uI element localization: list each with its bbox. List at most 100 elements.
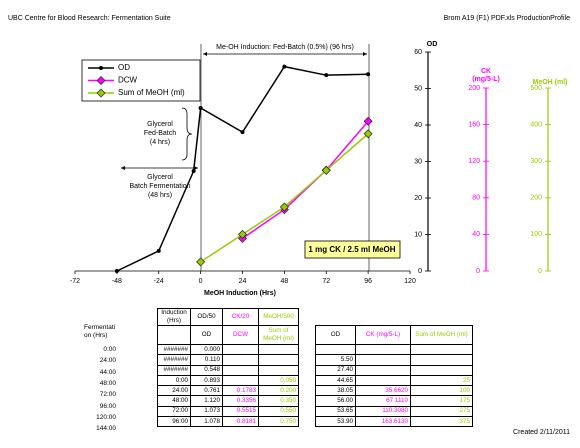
header-cell: Sum of MeOH (ml) <box>410 325 473 345</box>
data-row: ####### 0.110 <box>157 354 299 366</box>
data-cell <box>222 354 259 366</box>
batch-label: Batch Fermentation <box>129 183 190 190</box>
y-tick-label: 10 <box>414 231 422 238</box>
table-body: OD CK (mg/5-L) Sum of MeOH (ml) 5.50 27.40 44… <box>315 325 473 428</box>
x-tick-label: 96 <box>364 278 372 285</box>
data-cell: 0.550 <box>258 405 299 418</box>
data-cell: 110.3080 <box>355 405 411 418</box>
data-cell: 0.050 <box>258 374 299 387</box>
data-cell: 175 <box>410 395 473 407</box>
data-cell <box>222 364 259 376</box>
x-tick-label: -72 <box>70 278 80 285</box>
series-line <box>242 120 369 239</box>
data-cell: 0.750 <box>258 416 299 428</box>
fermentation-time: 0:00 <box>103 346 116 353</box>
data-row <box>315 343 473 356</box>
data-row: 53.65 110.3080 275 <box>315 405 473 418</box>
y3-tick-label: 500 <box>530 85 542 92</box>
data-row: 0:00 0.893 0.050 <box>157 374 299 387</box>
data-row: 56.00 67.1110 175 <box>315 395 473 407</box>
y2-tick-label: 80 <box>472 195 480 202</box>
data-cell: 0.893 <box>190 374 223 387</box>
x-tick-label: 24 <box>239 278 247 285</box>
fed-batch-brace <box>181 107 193 161</box>
point <box>324 73 329 78</box>
data-cell: 72:00 <box>157 405 191 418</box>
fermentation-time: 72:00 <box>99 391 116 399</box>
x-tick-label: -24 <box>154 278 164 285</box>
data-cell: 0.000 <box>190 343 223 356</box>
y2-tick-label: 120 <box>468 158 480 165</box>
data-cell: 5.50 <box>315 354 356 366</box>
point <box>240 130 245 135</box>
data-cell: 53.90 <box>315 416 356 428</box>
y2-tick-label: 160 <box>468 121 480 128</box>
fed-batch-label: (4 hrs) <box>150 139 170 146</box>
data-cell: 53.65 <box>315 405 356 418</box>
legend-marker <box>96 88 106 98</box>
data-cell: 44.65 <box>315 374 356 387</box>
legend-label: Sum of MeOH (ml) <box>118 88 185 97</box>
data-cell <box>355 364 411 376</box>
data-cell <box>258 354 299 366</box>
header-cell: OD <box>315 325 356 345</box>
fed-batch-label: Glycerol <box>147 121 173 128</box>
y-tick-label: 40 <box>414 122 422 129</box>
data-cell: 67.1110 <box>355 395 411 407</box>
header-row: OD DCW Sum of MeOH (ml) <box>157 325 299 345</box>
point <box>238 229 247 239</box>
data-row: 5.50 <box>315 354 473 366</box>
data-cell: 38.05 <box>315 385 356 397</box>
point <box>279 202 289 212</box>
data-row: 72:00 1.073 0.5515 0.550 <box>157 405 299 418</box>
data-cell: 0.548 <box>190 364 223 376</box>
data-cell: 1.073 <box>190 405 223 418</box>
header-cell: Induction (Hrs) <box>157 308 191 326</box>
data-cell: 0.761 <box>190 385 223 397</box>
data-cell <box>355 374 411 387</box>
y3-tick-label: 300 <box>530 158 542 165</box>
y2-tick-label: 200 <box>468 85 480 92</box>
data-cell: 0.200 <box>258 385 299 397</box>
fermentation-time: 48:00 <box>99 379 116 387</box>
x-tick-label: 48 <box>280 278 288 285</box>
data-row: 38.05 35.6620 100 <box>315 385 473 397</box>
data-cell: ####### <box>157 364 191 376</box>
data-cell: 27.40 <box>315 364 356 376</box>
data-row: 96:00 1.078 0.8181 0.750 <box>157 416 299 428</box>
fermentation-time: 120:00 <box>96 413 116 421</box>
fermentation-title: Fermentation (Hrs) <box>84 324 116 339</box>
data-cell: 0.8181 <box>222 416 259 428</box>
data-cell: 96:00 <box>157 416 191 428</box>
ratio-label: 1 mg CK / 2.5 ml MeOH <box>308 245 395 254</box>
data-cell <box>222 374 259 387</box>
data-row: ####### 0.548 <box>157 364 299 376</box>
data-cell: 375 <box>410 416 473 428</box>
data-cell: 48:00 <box>157 395 191 407</box>
x-axis-title: MeOH Induction (Hrs) <box>204 290 276 297</box>
fermentation-time: 96:00 <box>99 402 116 410</box>
data-row: 48:00 1.120 0.3356 0.350 <box>157 395 299 407</box>
data-row: 53.90 163.6130 375 <box>315 416 473 428</box>
y3-tick-label: 400 <box>530 121 542 128</box>
header-cell: MeOH/500 <box>258 308 299 326</box>
data-cell <box>315 343 356 356</box>
data-cell: 0.110 <box>190 354 223 366</box>
legend-label: OD <box>118 63 130 72</box>
y-tick-label: 0 <box>418 268 422 275</box>
data-cell: 100 <box>410 385 473 397</box>
fed-batch-label: Fed-Batch <box>144 130 176 137</box>
data-cell <box>222 343 259 356</box>
point <box>198 106 203 111</box>
point <box>363 116 373 126</box>
data-cell: ####### <box>157 343 191 356</box>
data-cell: 0.5515 <box>222 405 259 418</box>
header-cell: OD <box>190 325 223 345</box>
data-row: 24:00 0.761 0.1783 0.200 <box>157 385 299 397</box>
data-cell: 0.3356 <box>222 395 259 407</box>
y3-tick-label: 200 <box>530 195 542 202</box>
legend-label: DCW <box>118 76 138 85</box>
data-cell: 275 <box>410 405 473 418</box>
point <box>114 269 119 273</box>
